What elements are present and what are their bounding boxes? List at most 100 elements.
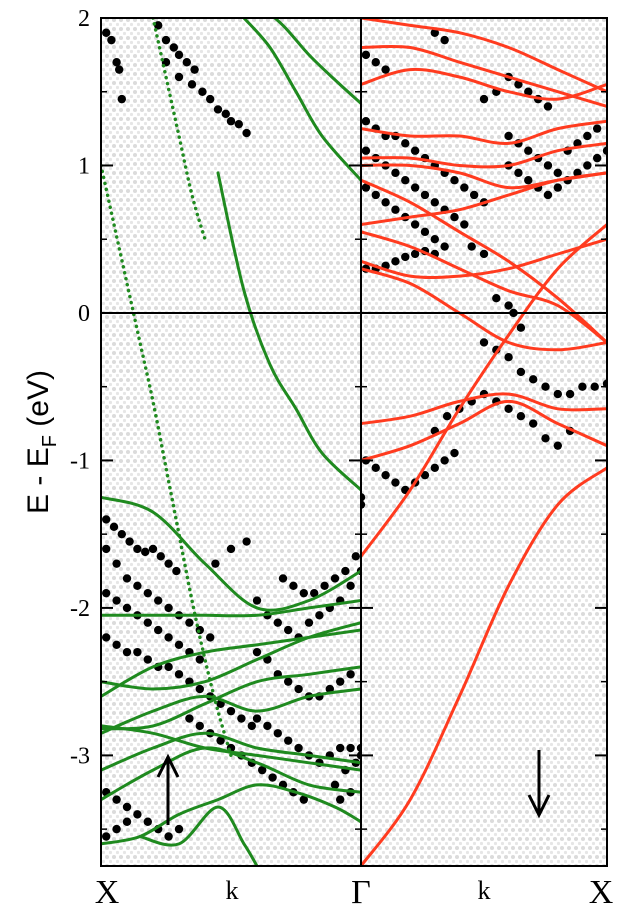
spin-up-dot-8 [174,50,184,60]
spin-down-band-13 [361,223,607,558]
spin-up-dot-44 [122,603,132,613]
spin-down-dot-76 [479,338,489,347]
spin-up-band-3 [242,18,361,182]
spin-up-dot-23 [117,529,127,539]
spin-up-dot-87 [341,566,350,576]
y-tick-label-5: 2 [78,6,90,32]
spin-down-dot-63 [583,161,592,170]
spin-up-dot-55 [133,647,142,657]
spin-down-dot-41 [410,220,420,229]
spin-down-bands [361,18,607,866]
spin-up-dot-96 [325,684,334,694]
spin-down-dot-44 [440,242,449,251]
spin-up-dot-88 [351,552,360,561]
spin-down-band-7 [361,230,607,344]
spin-up-band-5 [101,495,361,612]
spin-up-dot-86 [330,574,340,583]
spin-down-band-2 [361,119,607,145]
spin-down-band-14 [361,466,607,866]
spin-up-dot-61 [195,684,204,694]
spin-up-dot-59 [174,670,184,679]
spin-up-dot-9 [182,58,191,67]
spin-up-dot-128 [258,765,267,775]
spin-up-band-0 [101,163,233,758]
spin-down-dot-100 [541,434,550,443]
spin-up-dot-37 [164,603,173,613]
spin-up-dot-81 [278,574,288,583]
spin-up-dot-133 [330,780,340,790]
spin-up-dot-97 [336,677,345,686]
spin-down-dot-104 [371,463,380,473]
spin-up-dot-66 [247,721,256,731]
spin-up-dot-10 [190,65,199,74]
spin-down-dot-53 [467,242,476,251]
spin-down-band-0 [361,44,607,108]
spin-up-dot-21 [102,515,111,524]
spin-up-dot-22 [109,522,119,531]
spin-down-dot-82 [553,389,562,399]
spin-down-dot-92 [442,411,452,421]
spin-up-dot-112 [122,802,132,812]
spin-down-dot-31 [420,190,430,200]
spin-up-dot-98 [346,670,355,679]
spin-down-dot-80 [529,375,538,384]
spin-up-dot-48 [164,633,173,642]
spin-down-dot-38 [381,198,390,207]
spin-up-dot-83 [299,588,308,598]
spin-down-dot-17 [410,146,420,155]
spin-down-arrow [527,750,551,819]
spin-up-band-14 [101,783,361,846]
spin-up-band-13 [101,746,361,802]
y-axis-label-subscript: F [39,435,61,447]
spin-up-dot-13 [213,105,223,114]
svg-text:E - EF (eV): E - EF (eV) [22,370,61,514]
spin-down-dot-90 [516,323,526,332]
spin-down-dot-65 [602,146,607,155]
spin-down-dot-71 [553,183,562,192]
spin-down-dot-43 [430,235,439,244]
spin-up-dot-132 [299,795,308,804]
x-tick-label-k-right: k [478,876,491,905]
spin-down-dot-84 [578,382,587,391]
spin-up-band-2 [216,171,361,492]
spin-up-dot-19 [187,80,197,89]
spin-up-dot-53 [112,640,121,649]
spin-up-dot-76 [315,611,324,620]
x-tick-label-k-left: k [226,876,239,905]
spin-up-dot-84 [310,588,319,598]
spin-up-dot-15 [226,117,236,126]
spin-down-dot-29 [401,176,410,185]
spin-up-dot-29 [164,559,173,568]
spin-up-band-12 [101,731,361,772]
y-axis-label: E - EF (eV) [22,370,61,514]
spin-up-dot-109 [356,743,361,753]
spin-up-dot-70 [252,596,262,605]
spin-up-dot-118 [102,832,111,841]
spin-up-dot-119 [112,824,121,834]
x-tick-label-gamma: Γ [351,874,371,909]
spin-down-dot-55 [504,131,513,141]
spin-down-dot-87 [492,294,501,303]
background-bands-left [101,18,361,866]
spin-up-dot-114 [143,817,152,826]
y-tick-label-1: -2 [70,596,90,622]
spin-down-dot-70 [543,190,553,200]
spin-up-dot-33 [122,574,132,583]
spin-down-dot-59 [543,161,553,170]
spin-down-dot-85 [590,382,599,391]
spin-up-dot-137 [336,795,345,804]
spin-up-dot-0 [102,28,111,37]
spin-up-dot-79 [346,581,355,590]
spin-up-dot-72 [273,618,282,627]
spin-up-dot-107 [336,743,345,753]
spin-down-dot-49 [401,252,410,262]
spin-up-dot-30 [172,566,181,576]
spin-up-dot-7 [169,43,178,52]
spin-down-dot-64 [592,153,602,163]
spin-up-dot-100 [263,721,272,731]
spin-down-band-12 [361,399,607,462]
spin-down-band-1 [361,67,607,101]
spin-down-dot-34 [450,212,459,222]
spin-down-band-10 [361,18,607,94]
